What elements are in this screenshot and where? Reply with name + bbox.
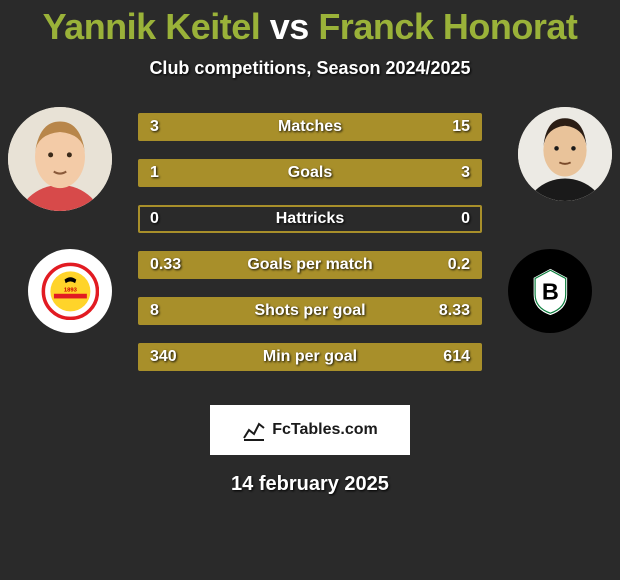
svg-text:B: B <box>542 278 559 304</box>
title-player2: Franck Honorat <box>318 6 577 47</box>
player2-face-icon <box>518 107 612 201</box>
stat-row-min-per-goal: 340614Min per goal <box>138 343 482 371</box>
stuttgart-crest-icon: 1893 <box>41 262 100 321</box>
brand-badge: FcTables.com <box>210 405 410 455</box>
page-title: Yannik Keitel vs Franck Honorat <box>0 6 620 48</box>
title-vs: vs <box>270 6 309 47</box>
date-text: 14 february 2025 <box>0 473 620 496</box>
stat-label: Matches <box>140 115 480 139</box>
brand-text: FcTables.com <box>272 421 378 439</box>
stat-row-matches: 315Matches <box>138 113 482 141</box>
stat-row-hattricks: 00Hattricks <box>138 205 482 233</box>
player1-club-logo: 1893 <box>28 249 112 333</box>
stats-bars: 315Matches 13Goals 00Hattricks 0.330.2Goals… <box>138 113 482 389</box>
player2-club-logo: B <box>508 249 592 333</box>
player1-avatar <box>8 107 112 211</box>
stat-row-shots-per-goal: 88.33Shots per goal <box>138 297 482 325</box>
stat-label: Min per goal <box>140 345 480 369</box>
stat-label: Goals <box>140 161 480 185</box>
svg-text:1893: 1893 <box>63 287 77 293</box>
subtitle: Club competitions, Season 2024/2025 <box>0 58 620 79</box>
stat-label: Shots per goal <box>140 299 480 323</box>
stat-label: Goals per match <box>140 253 480 277</box>
player1-face-icon <box>8 107 112 211</box>
gladbach-crest-icon: B <box>521 262 580 321</box>
comparison-panel: 1893 B 315Matches 13Goals 00Hattricks 0.330… <box>0 107 620 387</box>
chart-icon <box>242 418 266 442</box>
player2-avatar <box>518 107 612 201</box>
title-player1: Yannik Keitel <box>43 6 261 47</box>
stat-row-goals-per-match: 0.330.2Goals per match <box>138 251 482 279</box>
stat-label: Hattricks <box>140 207 480 231</box>
stat-row-goals: 13Goals <box>138 159 482 187</box>
